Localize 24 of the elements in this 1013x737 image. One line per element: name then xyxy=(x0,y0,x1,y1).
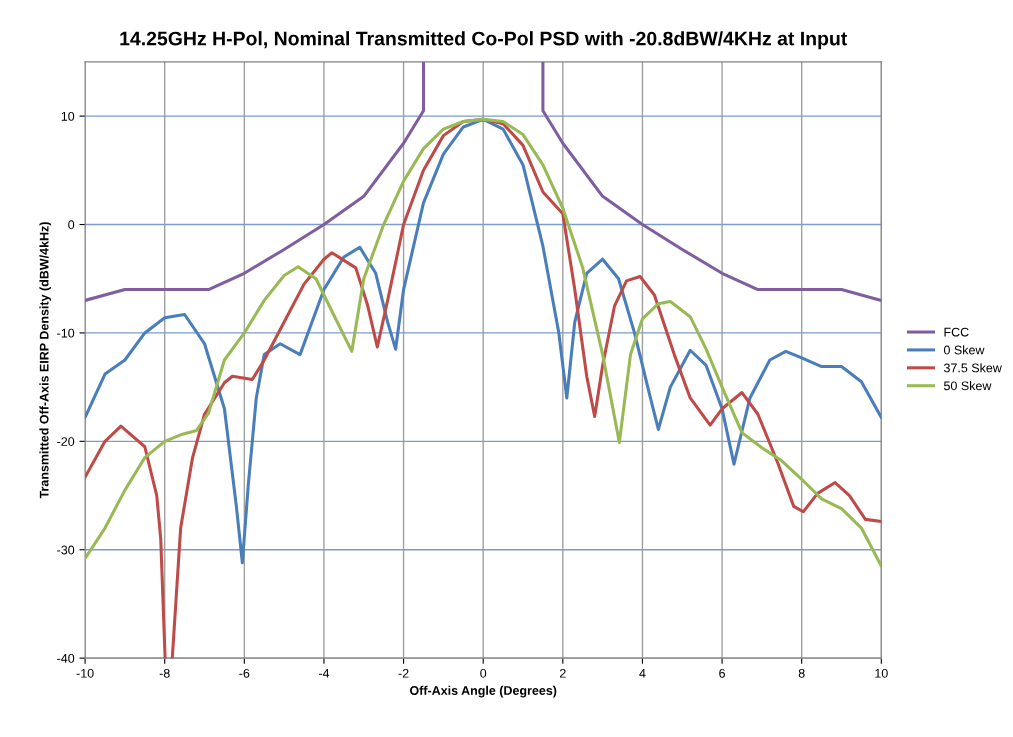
x-tick-label: -4 xyxy=(318,669,330,678)
y-tick-label: -30 xyxy=(57,545,75,555)
x-axis-title: Off-Axis Angle (Degrees) xyxy=(409,685,557,698)
y-axis-title: Transmitted Off-Axis EIRP Density (dBW/4kHz) xyxy=(39,222,52,499)
legend-label: 50 Skew xyxy=(943,381,992,391)
legend-label: 37.5 Skew xyxy=(943,363,1002,373)
x-tick-label: 2 xyxy=(559,668,566,678)
x-tick-label: -6 xyxy=(239,668,250,678)
y-tick-label: 10 xyxy=(61,111,75,121)
y-tick-label: -10 xyxy=(57,328,75,338)
y-tick-label: 0 xyxy=(68,220,75,230)
x-tick-label: 4 xyxy=(639,669,646,678)
x-tick-label: -2 xyxy=(398,668,409,678)
chart-title: 14.25GHz H-Pol, Nominal Transmitted Co-Pol PSD with -20.8dBW/4KHz at Input xyxy=(120,31,848,50)
legend-label: 0 Skew xyxy=(943,345,985,355)
y-tick-label: -20 xyxy=(57,437,75,446)
x-tick-label: 6 xyxy=(719,668,725,678)
legend-label: FCC xyxy=(944,327,969,337)
x-tick-label: -10 xyxy=(76,668,94,678)
y-tick-label: -40 xyxy=(57,653,75,663)
x-tick-label: 10 xyxy=(875,668,888,678)
x-tick-label: 8 xyxy=(798,668,805,678)
x-tick-label: -8 xyxy=(159,668,170,678)
x-tick-label: 0 xyxy=(480,668,487,678)
